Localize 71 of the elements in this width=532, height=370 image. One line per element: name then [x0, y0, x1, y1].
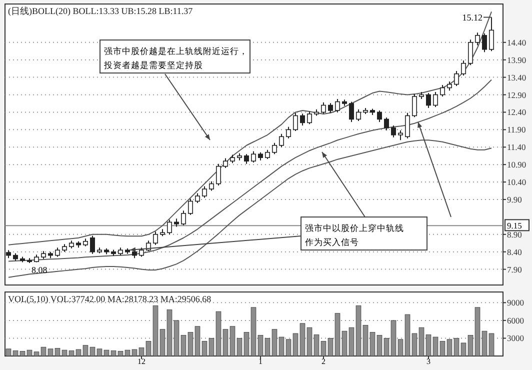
candlestick [328, 102, 333, 114]
candlestick [377, 110, 382, 122]
y-tick-label: 14.40 [507, 37, 526, 48]
candlestick [202, 186, 207, 198]
annotation: 8.08 [32, 265, 48, 276]
y-tick-label: 9000 [507, 298, 524, 308]
x-tick-label: 3 [426, 357, 430, 366]
candlestick [447, 80, 452, 92]
y-tick-label: 13.90 [507, 54, 526, 65]
y-tick-label: 3000 [507, 333, 524, 344]
line-series [8, 79, 492, 262]
candlestick [153, 231, 158, 246]
annotation: 强市中以股价上穿中轨线作为买入信号 [304, 223, 404, 248]
candlestick [349, 101, 354, 122]
ref-line-label: 9.15 [507, 220, 522, 231]
y-tick-label: 9.90 [507, 194, 522, 204]
candlestick [251, 150, 256, 163]
candlestick [454, 70, 459, 87]
candlestick [244, 154, 249, 164]
y-tick-label: 6000 [507, 315, 524, 326]
y-tick-label: 12.40 [507, 107, 526, 118]
line-series [8, 140, 492, 278]
candlestick [139, 247, 144, 258]
candlestick [307, 111, 312, 125]
y-tick-label: 10.40 [507, 177, 526, 188]
candlestick [384, 116, 389, 131]
candlestick [356, 108, 361, 122]
x-tick-label: 1 [258, 357, 262, 366]
candlestick [279, 133, 284, 148]
candlestick [55, 247, 60, 258]
y-tick-label: 8.40 [507, 246, 522, 257]
y-tick-label: 12.90 [507, 90, 526, 100]
candlestick [195, 192, 200, 204]
y-tick-label: 13.40 [507, 72, 526, 82]
candlestick [405, 112, 410, 139]
y-tick-label: 11.40 [507, 142, 526, 152]
y-tick-label: 11.90 [507, 124, 526, 135]
candlestick [468, 39, 473, 66]
candlestick [433, 91, 438, 108]
chart-title: (日线)BOLL(20) BOLL:13.33 UB:15.28 LB:11.37 [8, 6, 194, 16]
candlestick [188, 198, 193, 216]
candlestick [286, 126, 291, 139]
candlestick [482, 32, 487, 53]
candlestick [293, 112, 298, 132]
candlestick [265, 149, 270, 160]
candlestick [398, 130, 403, 141]
candlestick [272, 142, 277, 155]
y-tick-label: 8.90 [507, 229, 522, 240]
candlestick [335, 98, 340, 113]
candlestick [489, 16, 494, 52]
y-tick-label: 7.90 [507, 264, 522, 274]
candlestick [440, 84, 445, 98]
candlestick [209, 180, 214, 192]
candlestick [461, 60, 466, 76]
candlestick [167, 219, 172, 235]
candlestick [181, 210, 186, 226]
annotation: 强市中股价越是在上轨线附近运行，投资者越是需要坚定持股 [103, 46, 248, 71]
annotation: 15.12 [462, 12, 482, 22]
candlestick [321, 102, 326, 114]
y-tick-label: 10.90 [507, 160, 526, 170]
candlestick [90, 235, 95, 254]
candlestick [391, 124, 396, 138]
chart-title: VOL(5,10) VOL:37742.00 MA:28178.23 MA:29506.68 [8, 294, 212, 304]
x-tick-label: 2 [322, 357, 326, 366]
candlestick [216, 163, 221, 186]
candlestick [426, 92, 431, 109]
x-tick-label: 12 [138, 357, 146, 366]
candlestick [412, 94, 417, 118]
candlestick [475, 32, 480, 46]
candlestick [223, 158, 228, 169]
candlestick [300, 113, 305, 126]
